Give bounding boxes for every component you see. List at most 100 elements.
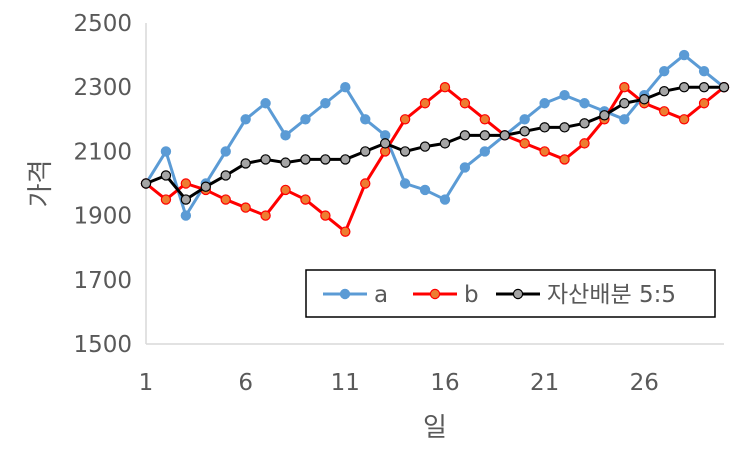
x-tick-label: 26: [630, 370, 659, 396]
data-point: [340, 81, 351, 93]
data-point: [678, 49, 690, 61]
series-line: [145, 85, 725, 234]
x-tick-label: 6: [238, 370, 253, 396]
y-tick-label: 2500: [73, 11, 132, 37]
data-point: [519, 126, 530, 137]
data-point: [340, 226, 351, 237]
data-point: [260, 98, 271, 109]
data-point: [539, 98, 550, 109]
data-point: [140, 178, 152, 189]
data-point: [180, 178, 192, 189]
data-point: [698, 81, 710, 93]
data-point: [479, 146, 491, 157]
data-point: [320, 210, 331, 221]
data-point: [399, 146, 411, 157]
data-point: [320, 154, 331, 165]
data-point: [579, 138, 590, 149]
x-tick-label: 11: [331, 370, 360, 396]
data-point: [360, 114, 371, 125]
legend-item: a: [323, 282, 388, 308]
data-point: [479, 114, 491, 125]
series-1: [140, 49, 730, 221]
series-layer: [140, 49, 730, 237]
data-point: [619, 98, 630, 109]
data-point: [300, 114, 311, 125]
data-point: [519, 114, 530, 125]
data-point: [459, 98, 471, 109]
data-point: [439, 194, 451, 205]
data-point: [160, 194, 172, 205]
data-point: [260, 210, 271, 221]
data-point: [180, 210, 192, 221]
data-point: [240, 158, 251, 169]
data-point: [678, 114, 690, 125]
data-point: [280, 130, 291, 141]
y-tick-label: 1700: [73, 268, 132, 294]
data-point: [300, 194, 311, 205]
legend-label: a: [374, 282, 388, 308]
x-tick-label: 16: [430, 370, 459, 396]
data-point: [220, 170, 231, 181]
data-point: [439, 81, 451, 93]
data-point: [280, 157, 291, 168]
data-point: [439, 138, 451, 149]
data-point: [698, 65, 710, 77]
data-point: [399, 114, 411, 125]
y-tick-label: 1500: [73, 332, 132, 358]
data-point: [399, 178, 411, 189]
legend-item: 자산배분 5:5: [496, 282, 676, 308]
legend-label: b: [464, 282, 479, 308]
data-point: [459, 130, 471, 141]
data-point: [539, 146, 550, 157]
data-point: [419, 98, 431, 109]
data-point: [659, 86, 670, 97]
data-point: [559, 154, 570, 165]
y-tick-label: 1900: [73, 204, 132, 230]
legend-swatch-marker: [339, 288, 351, 300]
data-point: [579, 98, 590, 109]
y-axis-label: 가격: [26, 160, 56, 208]
data-point: [419, 184, 431, 196]
x-tick-labels: 1 6 11 16 21 26: [139, 370, 659, 396]
data-point: [619, 114, 630, 125]
data-point: [619, 81, 630, 93]
data-point: [539, 122, 550, 133]
data-point: [160, 170, 172, 181]
data-point: [240, 114, 251, 125]
data-point: [698, 98, 710, 109]
data-point: [599, 110, 610, 121]
data-point: [659, 65, 670, 77]
data-point: [340, 154, 351, 165]
data-point: [419, 141, 431, 152]
data-point: [499, 130, 510, 141]
data-point: [678, 81, 690, 93]
data-point: [718, 81, 730, 93]
data-point: [220, 194, 231, 205]
legend-swatch-marker: [429, 288, 441, 300]
data-point: [180, 194, 192, 205]
x-axis-label: 일: [423, 413, 447, 443]
data-point: [360, 146, 371, 157]
series-3: [140, 81, 730, 205]
data-point: [360, 178, 371, 189]
data-point: [280, 184, 291, 196]
legend: a b 자산배분 5:5: [305, 269, 716, 318]
x-tick-label: 1: [139, 370, 154, 396]
data-point: [260, 154, 271, 165]
data-point: [320, 98, 331, 109]
data-point: [579, 118, 590, 129]
data-point: [200, 181, 211, 192]
y-tick-labels: 1500 1700 1900 2100 2300 2500: [73, 11, 132, 358]
series-2: [140, 81, 730, 237]
y-tick-label: 2100: [73, 139, 132, 165]
data-point: [519, 138, 530, 149]
data-point: [559, 122, 570, 133]
data-point: [459, 162, 471, 173]
legend-item: b: [413, 282, 479, 308]
data-point: [240, 202, 251, 213]
x-tick-label: 21: [530, 370, 559, 396]
data-point: [559, 90, 570, 101]
series-line: [144, 53, 725, 218]
data-point: [160, 146, 172, 157]
